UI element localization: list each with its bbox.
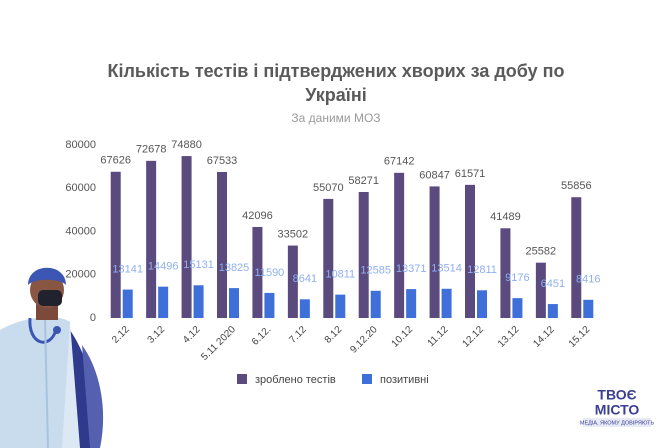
y-tick-label: 60000 xyxy=(65,182,96,194)
legend-label: зроблено тестів xyxy=(255,374,336,386)
y-tick-label: 80000 xyxy=(65,139,96,151)
logo-name: ТВОЄ xyxy=(597,387,636,403)
value-label: 67533 xyxy=(207,155,238,167)
bar xyxy=(193,285,204,318)
chart-title: Кількість тестів і підтверджених хворих … xyxy=(107,61,564,81)
value-label: 10811 xyxy=(325,269,355,281)
value-label: 61571 xyxy=(455,168,486,180)
bar xyxy=(146,160,157,318)
bar xyxy=(500,228,511,318)
bar xyxy=(571,197,582,318)
value-label: 72678 xyxy=(136,144,167,156)
value-label: 12585 xyxy=(360,265,391,277)
legend-swatch xyxy=(237,374,247,384)
doctor-illustration xyxy=(0,267,104,448)
bar xyxy=(264,292,275,318)
bar xyxy=(583,299,594,318)
value-label: 14496 xyxy=(148,261,179,273)
value-label: 13825 xyxy=(219,262,250,274)
bar xyxy=(535,262,546,318)
logo-name: МІСТО xyxy=(595,402,640,418)
bar xyxy=(323,198,334,318)
value-label: 33502 xyxy=(278,228,309,240)
legend-swatch xyxy=(362,374,372,384)
bar xyxy=(547,304,558,318)
value-label: 8641 xyxy=(293,273,317,285)
value-label: 58271 xyxy=(348,175,379,187)
logo: ТВОЄ МІСТО МЕДІА, ЯКОМУ ДОВІРЯЮТЬ xyxy=(580,382,655,428)
bar xyxy=(406,289,417,318)
value-label: 9176 xyxy=(505,272,529,284)
bar xyxy=(122,289,133,318)
value-label: 13371 xyxy=(396,263,427,275)
y-tick-label: 0 xyxy=(90,312,96,324)
value-label: 67142 xyxy=(384,156,415,168)
bar xyxy=(429,186,440,318)
logo-tagline: МЕДІА, ЯКОМУ ДОВІРЯЮТЬ xyxy=(580,420,655,426)
value-label: 55070 xyxy=(313,182,344,194)
bar xyxy=(229,288,239,318)
value-label: 11590 xyxy=(255,267,285,279)
bar xyxy=(287,245,298,318)
chart-title: Україні xyxy=(305,85,366,105)
value-label: 74880 xyxy=(171,139,202,151)
value-label: 42096 xyxy=(242,210,273,222)
bar xyxy=(394,172,405,318)
value-label: 13514 xyxy=(431,263,462,275)
bar xyxy=(252,226,263,318)
bar xyxy=(299,299,310,318)
bar xyxy=(465,184,475,318)
bar xyxy=(335,294,346,318)
bar xyxy=(512,298,523,318)
value-label: 15131 xyxy=(183,259,214,271)
y-tick-label: 20000 xyxy=(65,269,96,281)
value-label: 8416 xyxy=(576,274,600,286)
legend-label: позитивні xyxy=(380,374,429,386)
chart-subtitle: За даними МОЗ xyxy=(291,111,380,125)
value-label: 25582 xyxy=(526,246,557,258)
y-tick-label: 40000 xyxy=(65,225,96,237)
value-label: 13141 xyxy=(112,263,143,275)
value-label: 55856 xyxy=(561,180,592,192)
bar xyxy=(370,290,381,318)
bar xyxy=(110,171,121,318)
bar xyxy=(181,156,192,318)
value-label: 41489 xyxy=(490,211,521,223)
value-label: 60847 xyxy=(419,169,450,181)
bar xyxy=(441,288,452,318)
value-label: 12811 xyxy=(467,264,497,276)
value-label: 6451 xyxy=(541,278,565,290)
bar xyxy=(358,191,369,318)
bar xyxy=(217,171,227,318)
bar xyxy=(158,286,169,318)
value-label: 67626 xyxy=(100,155,131,167)
bar xyxy=(477,290,487,318)
